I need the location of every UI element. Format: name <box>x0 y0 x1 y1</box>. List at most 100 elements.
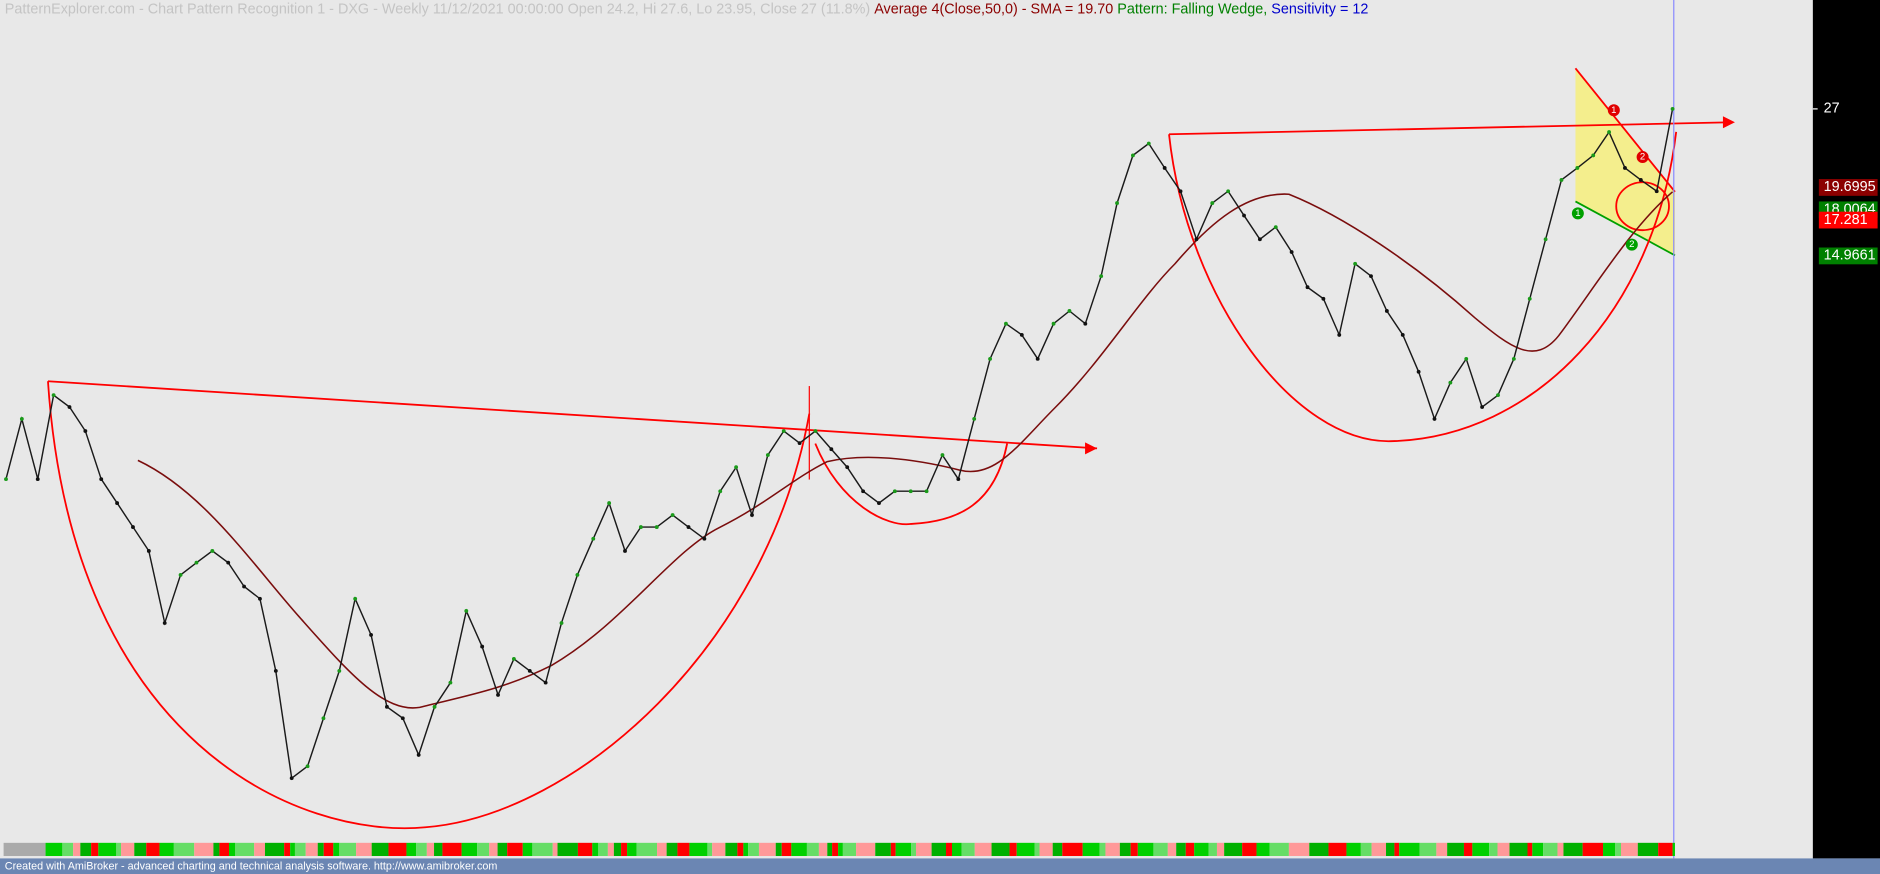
color-segment <box>1658 842 1673 857</box>
color-segment <box>219 842 230 857</box>
color-segment <box>1194 842 1209 857</box>
price-point <box>765 453 770 457</box>
price-point <box>258 596 262 601</box>
color-segment <box>477 842 490 857</box>
color-segment <box>1167 842 1177 857</box>
color-segment <box>1288 842 1310 857</box>
price-point <box>226 560 231 565</box>
price-point <box>464 609 469 613</box>
color-segment <box>1489 842 1498 857</box>
color-segment <box>1371 842 1387 857</box>
color-segment <box>406 842 417 857</box>
color-segment <box>290 842 295 857</box>
annotation: 2 <box>1640 152 1645 163</box>
color-segment <box>931 842 946 857</box>
color-segment <box>1242 842 1257 857</box>
color-segment <box>1137 842 1154 857</box>
marker <box>1625 238 1638 251</box>
color-segment <box>758 842 776 857</box>
color-segment <box>1419 842 1437 857</box>
color-segment <box>339 842 357 857</box>
color-segment <box>1509 842 1528 857</box>
annotation: 1 <box>1575 208 1580 219</box>
price-point <box>1242 213 1246 218</box>
neckline <box>47 380 1098 450</box>
color-segment <box>1497 842 1510 857</box>
wedge-upper <box>1574 67 1676 193</box>
footer-bar <box>0 858 1880 874</box>
color-segment <box>961 842 975 857</box>
price-point <box>448 680 453 685</box>
annotation: 1 <box>1611 105 1616 116</box>
color-segment <box>1119 842 1131 857</box>
color-segment <box>743 842 749 857</box>
color-segment <box>974 842 992 857</box>
color-segment <box>229 842 235 857</box>
price-point <box>718 489 723 494</box>
color-segment <box>1185 842 1195 857</box>
color-segment <box>294 842 306 857</box>
price-point <box>1638 178 1643 182</box>
color-segment <box>827 842 833 857</box>
color-segment <box>613 842 622 857</box>
price-point <box>1004 321 1008 326</box>
color-segment <box>45 842 63 857</box>
price-point <box>19 417 24 421</box>
color-segment <box>677 842 690 857</box>
marker <box>1607 104 1620 117</box>
price-point <box>35 477 40 482</box>
price-point <box>1178 189 1183 194</box>
price-label: 27 <box>1824 101 1840 117</box>
title: PatternExplorer.com - Chart Pattern Reco… <box>5 1 870 17</box>
color-segment <box>532 842 553 857</box>
price-point <box>527 668 532 673</box>
color-segment <box>1082 842 1100 857</box>
color-segment <box>1532 842 1544 857</box>
color-segment <box>1386 842 1395 857</box>
price-point <box>1305 285 1310 290</box>
price-point <box>543 680 548 685</box>
price-label: 17.281 <box>1824 212 1868 228</box>
price-point <box>83 429 88 433</box>
header: PatternExplorer.com - Chart Pattern Reco… <box>5 1 1369 17</box>
price-point <box>1194 237 1199 242</box>
price-point <box>337 668 342 673</box>
color-segment <box>842 842 857 857</box>
sma-line <box>137 191 1674 709</box>
cup-arc <box>47 381 811 830</box>
price-point <box>1511 356 1516 361</box>
price-point <box>400 716 405 721</box>
price-point <box>1369 274 1373 279</box>
price-point <box>940 453 945 457</box>
color-segment <box>818 842 828 857</box>
color-segment <box>748 842 759 857</box>
price-point <box>623 549 627 553</box>
color-segment <box>1105 842 1120 857</box>
price-point <box>194 560 199 565</box>
price-point <box>686 525 691 530</box>
color-segment <box>522 842 533 857</box>
price-point <box>877 501 881 505</box>
price-point <box>1607 130 1612 135</box>
price-point <box>861 489 866 494</box>
price-point <box>305 764 310 769</box>
color-segment <box>557 842 578 857</box>
price-point <box>1067 309 1072 313</box>
price-point <box>1321 296 1326 301</box>
color-segment <box>607 842 614 857</box>
color-segment <box>1208 842 1217 857</box>
color-segment <box>1399 842 1420 857</box>
color-segment <box>416 842 427 857</box>
pattern-drawings <box>47 0 1735 859</box>
color-segment <box>1176 842 1186 857</box>
color-segment <box>235 842 255 857</box>
color-segment <box>426 842 435 857</box>
sensitivity: Sensitivity = 12 <box>1271 1 1368 17</box>
price-point <box>1384 309 1389 313</box>
color-segment <box>213 842 220 857</box>
color-segment <box>1672 842 1675 857</box>
color-segment <box>592 842 599 857</box>
color-segment <box>1603 842 1616 857</box>
color-segment <box>1328 842 1347 857</box>
